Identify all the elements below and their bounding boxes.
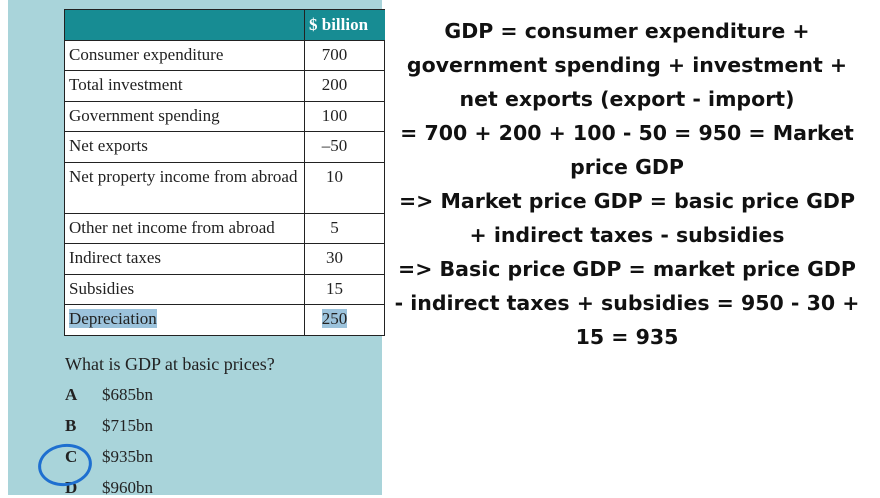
option-text: $685bn [102,385,153,404]
row-label: Net exports [64,131,305,163]
table-row: Other net income from abroad 5 [64,212,385,244]
explanation-line: + indirect taxes - subsidies [469,223,785,247]
explanation-line: - indirect taxes + subsidies = 950 - 30 … [394,291,860,315]
row-label: Net property income from abroad [64,161,305,214]
explanation-line: net exports (export - import) [459,87,795,111]
row-label: Subsidies [64,273,305,305]
table-row: Consumer expenditure 700 [64,39,385,71]
table-row: Net property income from abroad 10 [64,161,385,214]
explanation-line: price GDP [570,155,684,179]
explanation-line: government spending + investment + [406,53,848,77]
row-value: 10 [304,161,385,214]
row-label: Depreciation [64,304,305,336]
option-letter: D [65,478,78,497]
explanation-line: GDP = consumer expenditure + [444,19,810,43]
option-c[interactable]: C $935bn [65,447,153,467]
table-row: Total investment 200 [64,70,385,102]
option-text: $935bn [102,447,153,466]
table-row: Depreciation 250 [64,304,385,336]
row-label: Government spending [64,100,305,132]
row-value: 100 [304,100,385,132]
row-label: Other net income from abroad [64,212,305,244]
option-letter: B [65,416,77,435]
option-text: $715bn [102,416,153,435]
option-letter: C [65,447,78,466]
row-value: 30 [304,243,385,275]
gdp-data-table: $ billion Consumer expenditure 700 Total … [64,9,385,336]
question-text: What is GDP at basic prices? [65,354,275,374]
row-value: 15 [304,273,385,305]
option-a[interactable]: A $685bn [65,385,153,405]
row-label: Indirect taxes [64,243,305,275]
table-row: Subsidies 15 [64,273,385,305]
option-b[interactable]: B $715bn [65,416,153,436]
explanation-line: = 700 + 200 + 100 - 50 = 950 = Market [400,121,854,145]
header-unit: $ billion [304,9,385,41]
highlighted-text: Depreciation [69,309,157,328]
option-text: $960bn [102,478,153,497]
row-value: 250 [304,304,385,336]
option-letter: A [65,385,78,404]
row-value: –50 [304,131,385,163]
row-value: 200 [304,70,385,102]
table-row: Indirect taxes 30 [64,243,385,275]
explanation-line: => Basic price GDP = market price GDP [398,257,856,281]
header-label [64,9,305,41]
explanation-text: GDP = consumer expenditure + government … [382,14,872,354]
row-value: 700 [304,39,385,71]
row-value: 5 [304,212,385,244]
highlighted-text: 250 [321,309,348,328]
row-label: Total investment [64,70,305,102]
explanation-line: => Market price GDP = basic price GDP [399,189,855,213]
table-header: $ billion [64,9,385,41]
table-row: Net exports –50 [64,131,385,163]
explanation-line: 15 = 935 [575,325,679,349]
row-label: Consumer expenditure [64,39,305,71]
table-row: Government spending 100 [64,100,385,132]
option-d[interactable]: D $960bn [65,478,153,498]
